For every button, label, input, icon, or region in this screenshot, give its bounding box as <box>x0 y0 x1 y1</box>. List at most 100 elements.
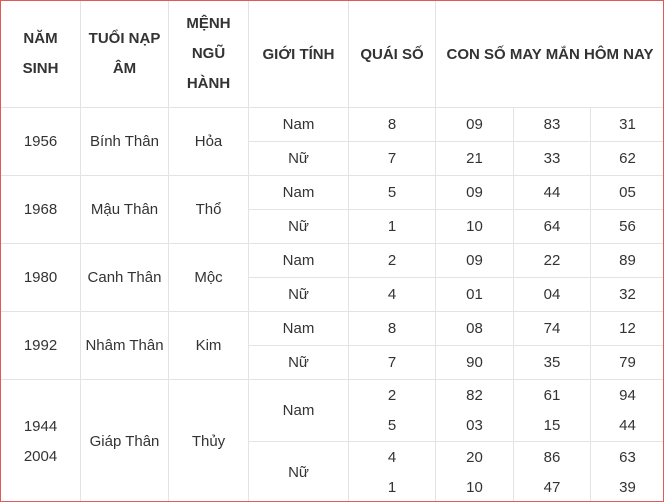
table-body: 1956 Bính Thân Hỏa Nam 8 09 83 31 Nữ 7 21 33 62 1968 M… <box>1 107 663 501</box>
lucky-number-cell: 56 <box>590 209 663 244</box>
cell-line: 8 <box>387 319 397 337</box>
cell-line: 1992 <box>23 336 58 354</box>
lucky-number-cell: 35 <box>513 345 591 380</box>
header-gioi-tinh: GIỚI TÍNH <box>248 1 349 108</box>
header-line: HÀNH <box>186 75 231 92</box>
quai-so-cell: 2 <box>348 243 436 278</box>
gender-cell: Nữ <box>248 277 349 312</box>
quai-so-cell: 4 <box>348 277 436 312</box>
quai-so-cell: 8 <box>348 311 436 346</box>
year-cell: 1992 <box>1 311 81 380</box>
year-cell: 1944 2004 <box>1 379 81 501</box>
cell-line: 2 <box>387 386 397 404</box>
lucky-number-cell: 63 39 <box>590 441 663 501</box>
cell-line: 5 <box>387 183 397 201</box>
lucky-number-cell: 08 <box>435 311 514 346</box>
nap-am-cell: Mậu Thân <box>80 175 169 244</box>
lucky-number: 62 <box>619 149 636 167</box>
lucky-number-cell: 62 <box>590 141 663 176</box>
table-row: Nữ 7 21 33 62 <box>1 141 663 176</box>
header-con-so: CON SỐ MAY MẮN HÔM NAY <box>435 1 663 108</box>
lucky-number: 04 <box>543 285 561 303</box>
cell-line: 7 <box>387 353 397 371</box>
lucky-number-cell: 86 47 <box>513 441 591 501</box>
lucky-number: 33 <box>543 149 561 167</box>
lucky-number-cell: 01 <box>435 277 514 312</box>
header-nap-am: TUỔI NẠP ÂM <box>80 1 169 108</box>
header-line: TUỔI NẠP <box>88 30 161 47</box>
lucky-number: 39 <box>619 478 636 496</box>
lucky-number-cell: 09 <box>435 243 514 278</box>
year-cell: 1956 <box>1 107 81 176</box>
table-row: 1992 Nhâm Thân Kim Nam 8 08 74 12 <box>1 311 663 380</box>
gender-cell: Nữ <box>248 345 349 380</box>
lucky-number: 44 <box>619 416 636 434</box>
lucky-number: 35 <box>543 353 561 371</box>
cell-line: 5 <box>387 416 397 434</box>
lucky-number: 47 <box>543 478 561 496</box>
menh-cell: Kim <box>168 311 249 380</box>
cell-line: 4 <box>387 285 397 303</box>
lucky-number-cell: 74 <box>513 311 591 346</box>
cell-line: 1968 <box>23 200 58 218</box>
lucky-number-cell: 33 <box>513 141 591 176</box>
table-row: Nữ 7 90 35 79 <box>1 345 663 380</box>
lucky-number: 44 <box>543 183 561 201</box>
lucky-number: 12 <box>619 319 636 337</box>
cell-line: 1 <box>387 217 397 235</box>
lucky-number-cell: 83 <box>513 107 591 142</box>
lucky-number-cell: 21 <box>435 141 514 176</box>
lucky-number: 83 <box>543 115 561 133</box>
cell-line: 7 <box>387 149 397 167</box>
header-line: MỆNH <box>186 15 231 32</box>
nap-am-cell: Bính Thân <box>80 107 169 176</box>
nap-am-cell: Nhâm Thân <box>80 311 169 380</box>
menh-cell: Mộc <box>168 243 249 312</box>
gender-cell: Nữ <box>248 209 349 244</box>
lucky-number-cell: 10 <box>435 209 514 244</box>
cell-line: 8 <box>387 115 397 133</box>
lucky-number-cell: 61 15 <box>513 379 591 442</box>
table-row: 1956 Bính Thân Hỏa Nam 8 09 83 31 <box>1 107 663 176</box>
cell-line: 4 <box>387 448 397 466</box>
header-nam-sinh: NĂM SINH <box>1 1 81 108</box>
gender-cell: Nam <box>248 175 349 210</box>
quai-so-cell: 7 <box>348 345 436 380</box>
table-row: Nữ 4 1 20 10 86 47 63 39 <box>1 441 663 501</box>
cell-line: 1980 <box>23 268 58 286</box>
lucky-number: 09 <box>466 251 483 269</box>
lucky-number: 61 <box>543 386 561 404</box>
lucky-number-cell: 32 <box>590 277 663 312</box>
lucky-number: 63 <box>619 448 636 466</box>
lucky-number-cell: 22 <box>513 243 591 278</box>
menh-cell: Thủy <box>168 379 249 501</box>
menh-cell: Thổ <box>168 175 249 244</box>
lucky-number: 20 <box>466 448 483 466</box>
header-row: NĂM SINH TUỔI NẠP ÂM MỆNH NGŨ HÀNH GIỚI TÍNH… <box>1 1 663 108</box>
gender-cell: Nữ <box>248 141 349 176</box>
lucky-number: 89 <box>619 251 636 269</box>
header-line: NGŨ <box>191 45 226 62</box>
gender-cell: Nam <box>248 311 349 346</box>
lucky-number: 31 <box>619 115 636 133</box>
lucky-number-cell: 89 <box>590 243 663 278</box>
cell-line: 1944 <box>23 417 58 435</box>
year-cell: 1968 <box>1 175 81 244</box>
cell-line: 2004 <box>23 447 58 465</box>
header-line: NĂM <box>23 30 58 47</box>
header-line: SINH <box>22 60 59 77</box>
lucky-number: 10 <box>466 217 483 235</box>
nap-am-cell: Giáp Thân <box>80 379 169 501</box>
year-cell: 1980 <box>1 243 81 312</box>
lucky-number: 15 <box>543 416 561 434</box>
lucky-number: 90 <box>466 353 483 371</box>
gender-cell: Nam <box>248 243 349 278</box>
gender-cell: Nam <box>248 107 349 142</box>
lucky-number: 79 <box>619 353 636 371</box>
quai-so-cell: 5 <box>348 175 436 210</box>
lucky-number: 82 <box>466 386 483 404</box>
header-line: ÂM <box>112 60 137 77</box>
